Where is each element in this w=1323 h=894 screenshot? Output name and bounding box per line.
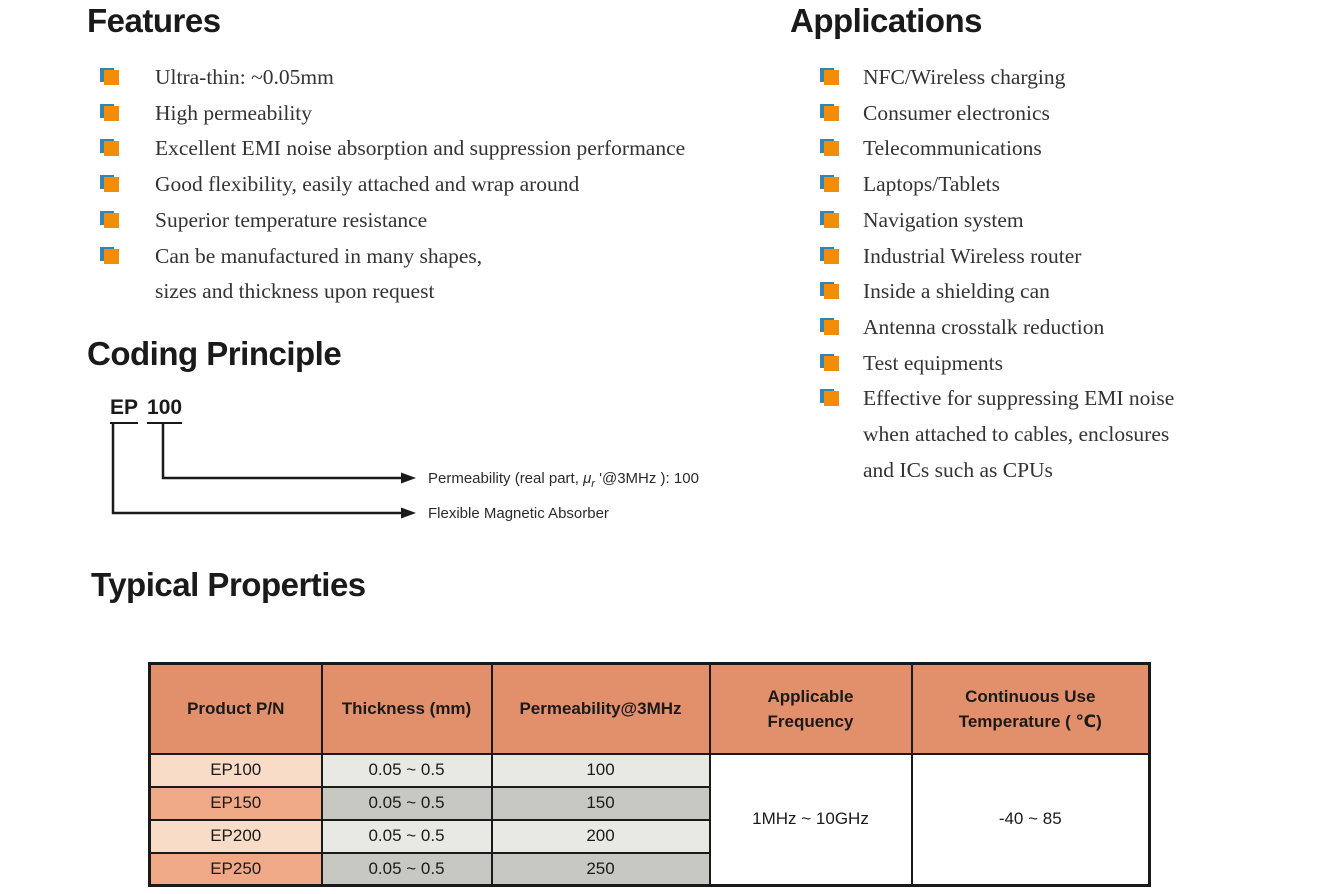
- features-title: Features: [87, 2, 221, 39]
- bullet-square-icon: [820, 68, 839, 87]
- cell-thickness: 0.05 ~ 0.5: [320, 785, 493, 821]
- table-row: EP150 0.05 ~ 0.5 150: [148, 785, 1150, 821]
- application-text: Laptops/Tablets: [863, 172, 1001, 197]
- application-text: Antenna crosstalk reduction: [863, 314, 1105, 339]
- product-code: EP 100: [110, 396, 183, 424]
- table-row: EP200 0.05 ~ 0.5 200: [148, 818, 1150, 854]
- application-text: Telecommunications: [863, 136, 1042, 161]
- code-prefix: EP: [110, 396, 139, 424]
- bullet-square-icon: [820, 175, 839, 194]
- cell-applicable-frequency: 1MHz ~ 10GHz: [708, 752, 913, 887]
- cell-continuous-use-temperature: -40 ~ 85: [910, 752, 1151, 887]
- application-text: Test equipments: [863, 350, 1004, 375]
- features-list: Ultra-thin: ~0.05mm High permeability Ex…: [100, 60, 685, 310]
- application-item: Test equipments: [820, 346, 1174, 382]
- bullet-square-icon: [100, 246, 119, 266]
- application-item: Laptops/Tablets: [820, 167, 1174, 203]
- cell-thickness: 0.05 ~ 0.5: [320, 752, 493, 788]
- bullet-square-icon: [100, 175, 119, 194]
- table-row: EP100 0.05 ~ 0.5 100 1MHz ~ 10GHz -40 ~ …: [148, 752, 1151, 887]
- application-text: Industrial Wireless router: [863, 243, 1082, 268]
- bullet-square-icon: [820, 246, 839, 266]
- bullet-square-icon: [100, 68, 119, 87]
- feature-text: Good flexibility, easily attached and wr…: [155, 172, 580, 197]
- header-applicable-frequency: Applicable Frequency: [708, 662, 913, 755]
- application-item: Consumer electronics: [820, 96, 1174, 132]
- typical-properties-title: Typical Properties: [91, 566, 366, 603]
- application-item: Telecommunications: [820, 131, 1174, 167]
- header-thickness: Thickness (mm): [320, 662, 493, 755]
- application-text: when attached to cables, enclosures: [863, 422, 1170, 447]
- bullet-square-icon: [100, 103, 119, 123]
- application-text: Navigation system: [863, 207, 1024, 232]
- cell-product-pn: EP150: [148, 785, 323, 821]
- feature-item: Can be manufactured in many shapes, size…: [100, 239, 685, 310]
- application-item: NFC/Wireless charging: [820, 60, 1174, 96]
- permeability-arrow-label: Permeability (real part, μr '@3MHz ): 10…: [428, 470, 699, 493]
- bullet-square-icon: [100, 139, 119, 158]
- application-text: Inside a shielding can: [863, 279, 1050, 304]
- feature-text: Can be manufactured in many shapes,: [155, 243, 483, 268]
- feature-item: Excellent EMI noise absorption and suppr…: [100, 131, 685, 167]
- applications-list: NFC/Wireless charging Consumer electroni…: [820, 60, 1174, 488]
- permeability-label-prefix: Permeability (real part,: [428, 470, 584, 487]
- mu-subscript: r: [591, 478, 595, 490]
- bullet-square-icon: [820, 282, 839, 301]
- table-row: EP250 0.05 ~ 0.5 250: [148, 851, 1150, 887]
- cell-thickness: 0.05 ~ 0.5: [320, 818, 493, 854]
- application-item: Navigation system: [820, 203, 1174, 239]
- coding-principle-title: Coding Principle: [87, 335, 342, 372]
- mu-symbol: μ: [583, 470, 592, 487]
- cell-permeability: 150: [490, 785, 711, 821]
- application-item: Effective for suppressing EMI noise when…: [820, 381, 1174, 488]
- bullet-square-icon: [820, 139, 839, 158]
- cell-product-pn: EP100: [148, 752, 323, 788]
- code-number: 100: [147, 396, 183, 424]
- cell-product-pn: EP200: [148, 818, 323, 854]
- cell-permeability: 100: [490, 752, 711, 788]
- application-item: Antenna crosstalk reduction: [820, 310, 1174, 346]
- application-text: Effective for suppressing EMI noise: [863, 386, 1175, 411]
- application-text: NFC/Wireless charging: [863, 65, 1066, 89]
- table-header-row: Product P/N Thickness (mm) Permeability@…: [148, 662, 1151, 755]
- cell-thickness: 0.05 ~ 0.5: [320, 851, 493, 887]
- typical-properties-table: Product P/N Thickness (mm) Permeability@…: [148, 662, 1151, 887]
- bullet-square-icon: [820, 103, 839, 123]
- application-text: Consumer electronics: [863, 100, 1050, 125]
- bullet-square-icon: [820, 210, 839, 230]
- header-permeability: Permeability@3MHz: [490, 662, 711, 755]
- permeability-label-suffix: '@3MHz ): 100: [594, 470, 699, 487]
- application-item: Industrial Wireless router: [820, 239, 1174, 275]
- cell-permeability: 200: [490, 818, 711, 854]
- feature-item: Ultra-thin: ~0.05mm: [100, 60, 685, 96]
- application-item: Inside a shielding can: [820, 274, 1174, 310]
- feature-text: Superior temperature resistance: [155, 207, 428, 232]
- feature-text: High permeability: [155, 100, 313, 125]
- cell-permeability: 250: [490, 851, 711, 887]
- absorber-arrow-label: Flexible Magnetic Absorber: [428, 505, 609, 522]
- feature-item: High permeability: [100, 96, 685, 132]
- bullet-square-icon: [820, 389, 839, 408]
- feature-text: sizes and thickness upon request: [155, 279, 435, 304]
- feature-item: Superior temperature resistance: [100, 203, 685, 239]
- applications-title: Applications: [790, 2, 983, 39]
- bullet-square-icon: [100, 210, 119, 230]
- header-continuous-use-temperature: Continuous Use Temperature ( ℃): [910, 662, 1151, 755]
- bullet-square-icon: [820, 317, 839, 337]
- feature-text: Excellent EMI noise absorption and suppr…: [155, 136, 686, 161]
- header-product-pn: Product P/N: [148, 662, 323, 755]
- feature-text: Ultra-thin: ~0.05mm: [155, 65, 334, 89]
- bullet-square-icon: [820, 353, 839, 373]
- coding-arrows-diagram: [111, 422, 416, 519]
- application-text: and ICs such as CPUs: [863, 457, 1053, 482]
- feature-item: Good flexibility, easily attached and wr…: [100, 167, 685, 203]
- cell-product-pn: EP250: [148, 851, 323, 887]
